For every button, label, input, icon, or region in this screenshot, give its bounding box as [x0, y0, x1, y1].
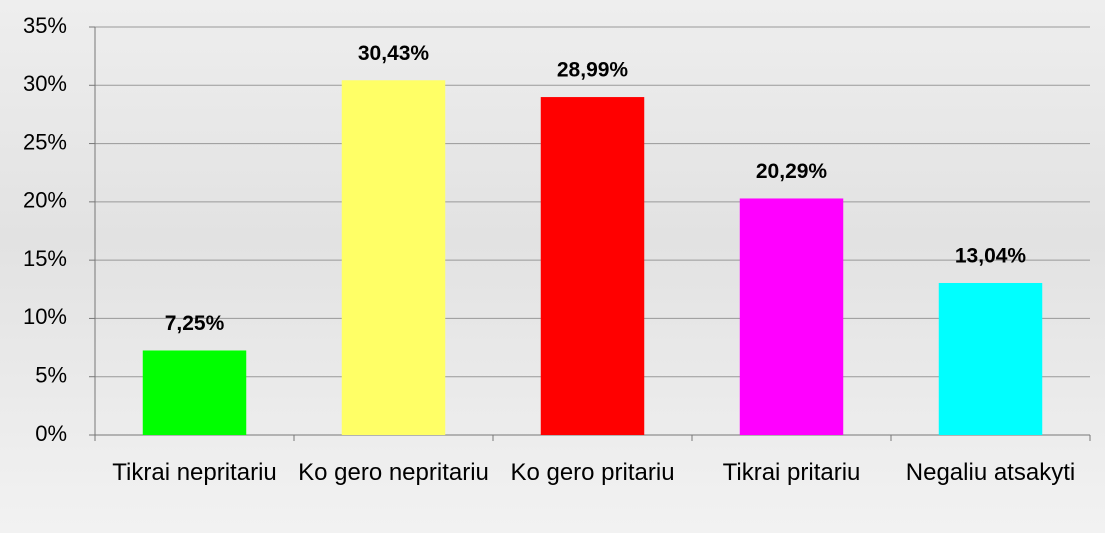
bar — [938, 282, 1043, 435]
y-tick-label: 25% — [23, 129, 67, 154]
data-label: 28,99% — [557, 59, 629, 82]
y-tick-label: 15% — [23, 246, 67, 271]
y-tick-label: 10% — [23, 304, 67, 329]
bar — [341, 80, 446, 436]
bar — [142, 350, 247, 435]
x-tick-label: Ko gero pritariu — [510, 459, 675, 486]
y-tick-label: 0% — [35, 421, 67, 446]
data-label: 20,29% — [756, 160, 828, 183]
y-tick-label: 30% — [23, 71, 67, 96]
x-tick-label: Tikrai nepritariu — [112, 459, 277, 486]
data-label: 30,43% — [358, 42, 430, 65]
x-tick-label: Tikrai pritariu — [722, 459, 861, 486]
y-tick-label: 35% — [23, 13, 67, 38]
bar — [739, 198, 844, 435]
y-tick-label: 20% — [23, 188, 67, 213]
data-label: 7,25% — [165, 312, 225, 335]
data-label: 13,04% — [955, 245, 1027, 268]
bar — [540, 97, 645, 436]
x-tick-label: Ko gero nepritariu — [298, 459, 489, 486]
y-tick-label: 5% — [35, 363, 67, 388]
x-tick-label: Negaliu atsakyti — [905, 459, 1076, 486]
